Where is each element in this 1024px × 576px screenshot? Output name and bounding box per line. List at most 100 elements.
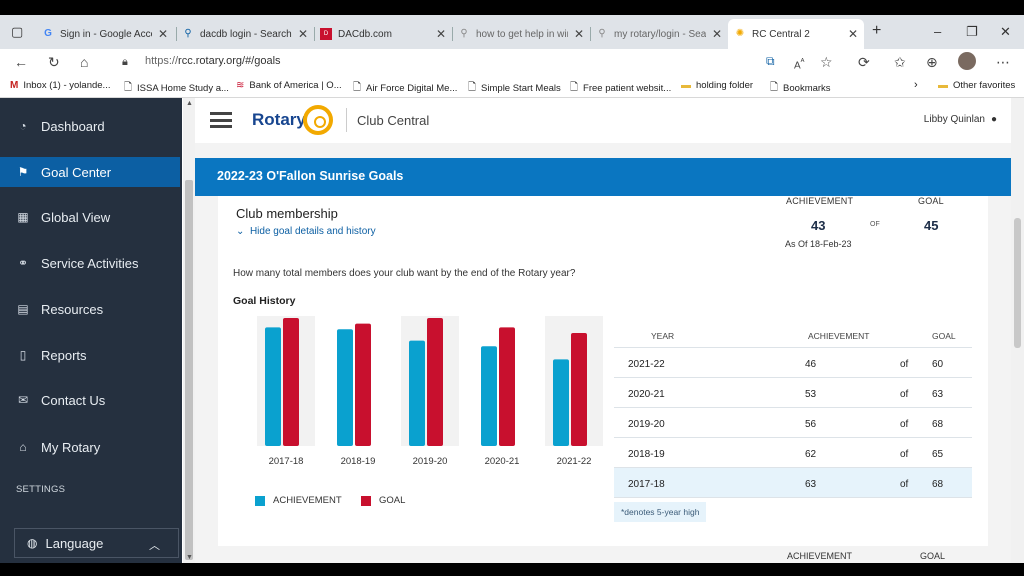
extensions-icon[interactable]: ⟳ bbox=[858, 54, 870, 70]
dashboard-icon: ◔ bbox=[19, 119, 27, 133]
tab-google-signin[interactable]: G Sign in - Google Acco ✕ bbox=[36, 19, 174, 49]
address-bar[interactable]: https://rcc.rotary.org/#/goals bbox=[145, 55, 281, 67]
sidebar-item-goal-center[interactable]: ⚑ Goal Center bbox=[0, 157, 180, 187]
close-icon[interactable]: ✕ bbox=[435, 27, 446, 41]
goal-label: GOAL bbox=[918, 196, 944, 206]
bar-achievement-2019-20[interactable] bbox=[409, 340, 425, 446]
sidebar: ◔ Dashboard ⚑ Goal Center ▦ Global View ⚭ Se… bbox=[0, 98, 182, 563]
sidebar-item-my-rotary[interactable]: ⌂ My Rotary bbox=[0, 432, 180, 462]
app-available-icon[interactable]: ⧉ bbox=[766, 54, 775, 68]
minimize-icon[interactable]: – bbox=[934, 24, 942, 39]
home-icon[interactable]: ⌂ bbox=[80, 54, 89, 70]
sidebar-item-reports[interactable]: ▯ Reports bbox=[0, 340, 180, 370]
tab-myrotary-search[interactable]: ⚲ my rotary/login - Sear ✕ bbox=[590, 19, 728, 49]
achievement-label: ACHIEVEMENT bbox=[786, 196, 854, 206]
tab-help-search[interactable]: ⚲ how to get help in win ✕ bbox=[452, 19, 590, 49]
bookmark-inbox[interactable]: M Inbox (1) - yolande... bbox=[10, 80, 111, 91]
read-aloud-icon[interactable]: Aᴬ bbox=[794, 56, 805, 72]
chevron-right-icon[interactable]: › bbox=[914, 79, 918, 91]
restore-icon[interactable]: ❐ bbox=[966, 24, 978, 39]
close-icon[interactable]: ✕ bbox=[847, 27, 858, 41]
grid-icon: ▦ bbox=[17, 210, 29, 224]
x-tick-label: 2019-20 bbox=[413, 456, 448, 467]
page-scrollbar[interactable] bbox=[1011, 98, 1024, 563]
lock-icon[interactable]: 🔒︎ bbox=[122, 56, 128, 68]
profile-avatar[interactable] bbox=[958, 52, 976, 70]
bar-goal-2017-18[interactable] bbox=[283, 318, 299, 446]
hide-details-link[interactable]: ⌄ Hide goal details and history bbox=[236, 226, 376, 237]
page-icon: 🗋 bbox=[468, 82, 477, 93]
tab-dacdb[interactable]: D DACdb.com ✕ bbox=[314, 19, 452, 49]
search-icon: ⚲ bbox=[184, 28, 192, 39]
scroll-thumb[interactable] bbox=[185, 180, 193, 560]
bookmark-holding-folder[interactable]: ▬ holding folder bbox=[681, 80, 754, 91]
bar-achievement-2018-19[interactable] bbox=[337, 329, 353, 446]
new-tab-icon[interactable]: + bbox=[872, 22, 882, 39]
scroll-down-icon[interactable]: ▼ bbox=[186, 554, 193, 561]
table-row: 2020-21 53 of 63 bbox=[614, 378, 972, 408]
tab-actions-icon[interactable]: ▢ bbox=[11, 24, 24, 39]
goal-history-chart: 2017-18 2018-19 2019-20 2020-21 2021-22 bbox=[257, 316, 603, 467]
page-icon: 🗋 bbox=[353, 82, 362, 93]
scroll-up-icon[interactable]: ▲ bbox=[186, 100, 193, 107]
report-icon: ▯ bbox=[19, 348, 27, 362]
bookmark-simple-start[interactable]: 🗋 Simple Start Meals bbox=[468, 80, 561, 97]
sidebar-item-dashboard[interactable]: ◔ Dashboard bbox=[0, 111, 180, 141]
dac-icon: D bbox=[320, 28, 332, 40]
window-close-icon[interactable]: ✕ bbox=[1000, 24, 1011, 39]
gmail-icon: M bbox=[10, 80, 19, 91]
goal-history-table: YEAR ACHIEVEMENT GOAL 2021-22 46 of 60 2… bbox=[614, 322, 972, 498]
bookmarks-bar: M Inbox (1) - yolande... 🗋 ISSA Home Study… bbox=[0, 77, 1024, 98]
sidebar-item-contact-us[interactable]: ✉ Contact Us bbox=[17, 392, 106, 408]
bar-achievement-2021-22[interactable] bbox=[553, 359, 569, 446]
tab-dacdb-search[interactable]: ⚲ dacdb login - Search ✕ bbox=[176, 19, 314, 49]
bookmark-bofa[interactable]: ≋ Bank of America | O... bbox=[236, 80, 342, 91]
x-tick-label: 2017-18 bbox=[269, 456, 304, 467]
close-icon[interactable]: ✕ bbox=[157, 27, 168, 41]
settings-heading: SETTINGS bbox=[16, 484, 66, 495]
back-icon[interactable]: ← bbox=[14, 54, 28, 70]
folder-icon: ▬ bbox=[938, 80, 948, 91]
bookmark-bookmarks[interactable]: 🗋 Bookmarks bbox=[770, 80, 831, 97]
card-title: Club membership bbox=[236, 206, 338, 221]
page-icon: 🗋 bbox=[570, 82, 579, 93]
bar-goal-2019-20[interactable] bbox=[427, 318, 443, 446]
sidebar-item-service-activities[interactable]: ⚭ Service Activities bbox=[17, 255, 139, 271]
favorite-add-icon[interactable]: ☆ bbox=[820, 54, 833, 70]
bar-achievement-2020-21[interactable] bbox=[481, 346, 497, 446]
bar-goal-2020-21[interactable] bbox=[499, 327, 515, 446]
scroll-thumb[interactable] bbox=[1014, 218, 1021, 348]
bar-goal-2021-22[interactable] bbox=[571, 333, 587, 446]
page-icon: 🗋 bbox=[124, 82, 133, 93]
navigation-bar: ← ↻ ⌂ 🔒︎ https://rcc.rotary.org/#/goals … bbox=[0, 49, 1024, 77]
legend-swatch-goal bbox=[361, 495, 371, 506]
rotary-wheel-icon bbox=[303, 105, 333, 135]
user-menu[interactable]: Libby Quinlan ● bbox=[923, 114, 997, 125]
x-tick-label: 2021-22 bbox=[557, 456, 592, 467]
close-icon[interactable]: ✕ bbox=[573, 27, 584, 41]
menu-icon[interactable] bbox=[210, 112, 232, 128]
collections-icon[interactable]: ⊕ bbox=[926, 54, 938, 70]
search-icon: ⚲ bbox=[598, 28, 606, 39]
sidebar-item-global-view[interactable]: ▦ Global View bbox=[17, 209, 111, 225]
favorites-icon[interactable]: ✩ bbox=[894, 54, 906, 70]
bookmark-airforce[interactable]: 🗋 Air Force Digital Me... bbox=[353, 80, 457, 97]
tab-strip: ▢ G Sign in - Google Acco ✕ ⚲ dacdb logi… bbox=[0, 15, 1024, 49]
refresh-icon[interactable]: ↻ bbox=[48, 54, 60, 70]
bookmark-other-favorites[interactable]: ▬ Other favorites bbox=[938, 80, 1016, 91]
close-icon[interactable]: ✕ bbox=[711, 27, 722, 41]
rotary-icon: ✺ bbox=[735, 28, 745, 39]
sidebar-item-resources[interactable]: ▤ Resources bbox=[17, 301, 104, 317]
more-icon[interactable]: ⋯ bbox=[996, 54, 1010, 70]
goal-value: 45 bbox=[924, 218, 939, 233]
goals-banner: 2022-23 O'Fallon Sunrise Goals bbox=[195, 158, 1011, 196]
close-icon[interactable]: ✕ bbox=[297, 27, 308, 41]
google-icon: G bbox=[44, 28, 52, 39]
sidebar-scrollbar[interactable]: ▲ ▼ bbox=[183, 98, 195, 563]
bar-goal-2018-19[interactable] bbox=[355, 323, 371, 446]
tab-rc-central[interactable]: ✺ RC Central 2 ✕ bbox=[728, 19, 864, 49]
bookmark-free-patient[interactable]: 🗋 Free patient websit... bbox=[570, 80, 671, 97]
language-button[interactable]: ◍ Language ︿ bbox=[14, 528, 179, 558]
bar-achievement-2017-18[interactable] bbox=[265, 327, 281, 446]
bookmark-issa[interactable]: 🗋 ISSA Home Study a... bbox=[124, 80, 229, 97]
